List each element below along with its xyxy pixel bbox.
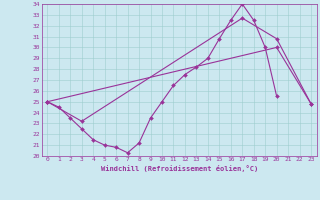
X-axis label: Windchill (Refroidissement éolien,°C): Windchill (Refroidissement éolien,°C): [100, 165, 258, 172]
